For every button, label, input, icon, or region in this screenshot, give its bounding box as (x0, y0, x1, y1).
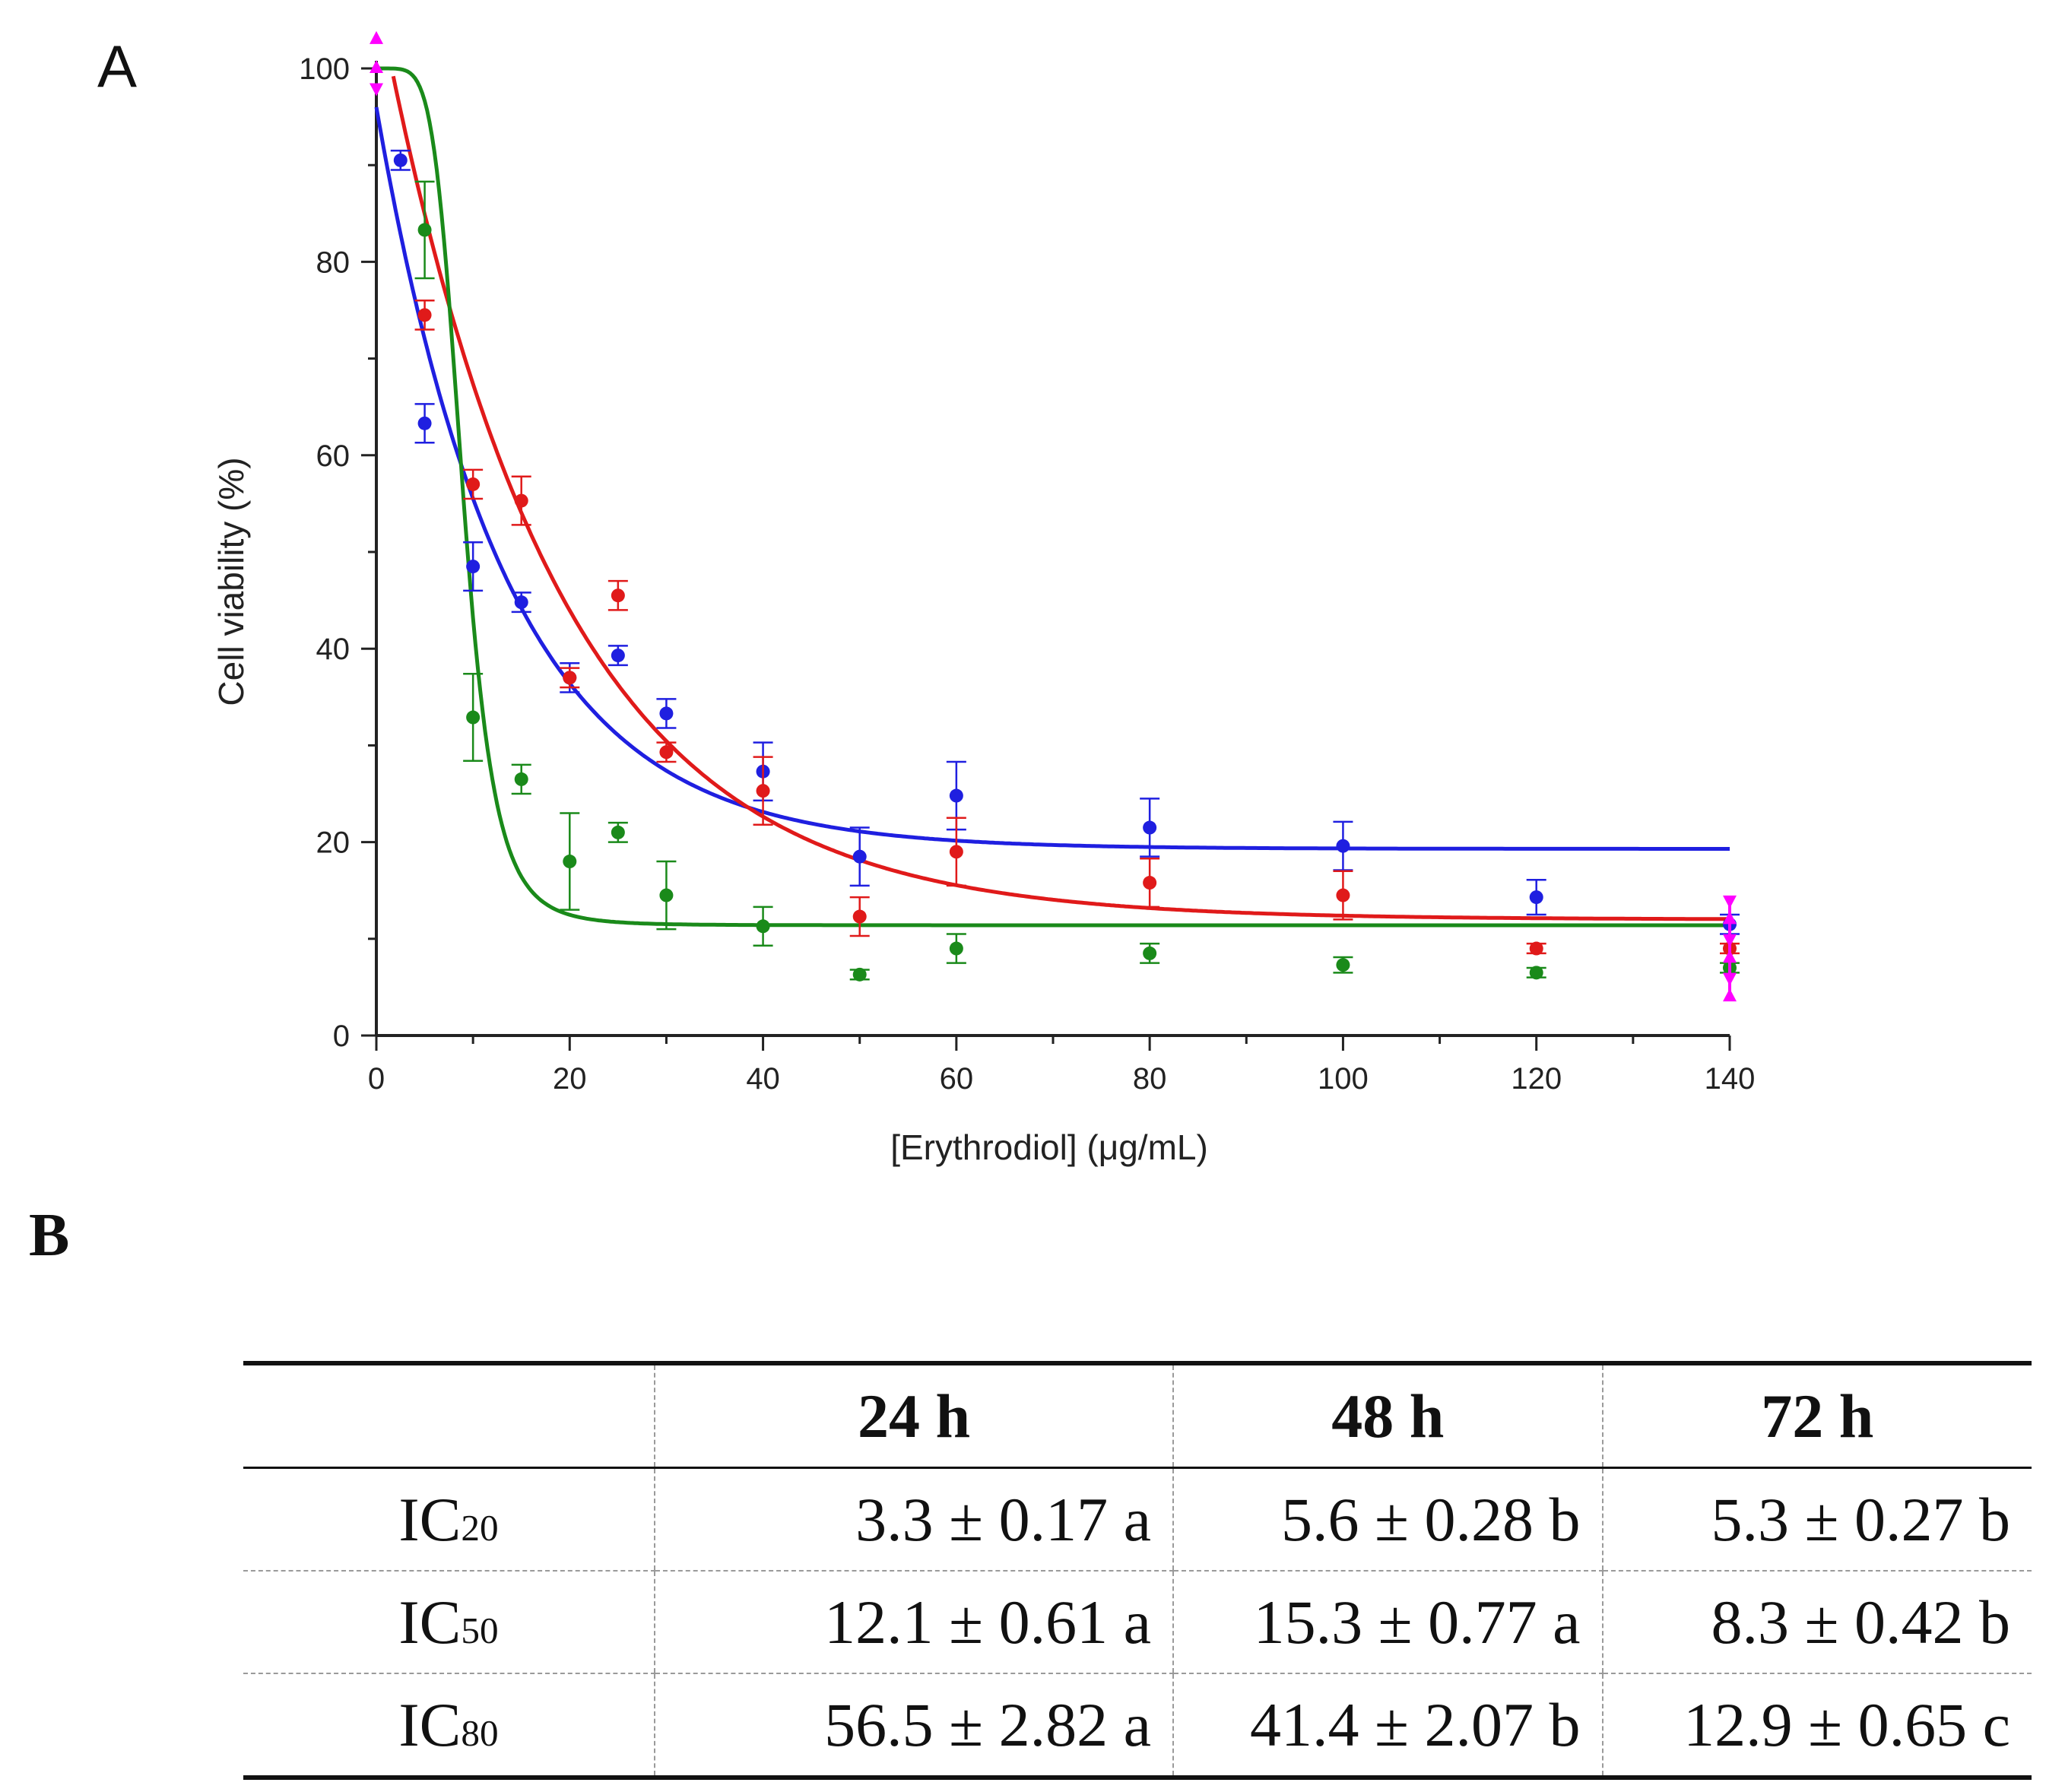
data-point (852, 849, 867, 864)
data-point (611, 588, 625, 603)
fit-curve (374, 106, 1730, 851)
table-cell: 41.4 ± 2.07 b (1172, 1673, 1603, 1780)
table-cell: 5.6 ± 0.28 b (1172, 1467, 1603, 1572)
x-tick-label: 0 (368, 1062, 385, 1096)
row-label: IC80 (243, 1673, 655, 1780)
table-cell: 12.9 ± 0.65 c (1601, 1673, 2032, 1780)
table-cell: 8.3 ± 0.42 b (1601, 1571, 2032, 1674)
y-tick-label: 0 (333, 1020, 350, 1053)
table-header-cell: 24 h (653, 1363, 1174, 1469)
data-point (514, 772, 528, 786)
fit-curves (374, 66, 1730, 928)
data-point (949, 845, 963, 859)
data-point (563, 671, 577, 685)
data-point (756, 784, 770, 798)
data-point (1336, 839, 1350, 853)
ic-label: IC (398, 1587, 462, 1657)
data-point (466, 477, 481, 491)
y-tick-label: 40 (316, 633, 351, 666)
table-cell: 5.3 ± 0.27 b (1601, 1467, 2032, 1572)
fit-curve (376, 66, 1730, 928)
data-point (466, 710, 481, 725)
data-point (659, 745, 674, 760)
panel-label-b: B (29, 1202, 70, 1269)
data-point (1143, 820, 1157, 835)
data-point (514, 493, 528, 508)
table-header-cell (243, 1363, 655, 1469)
edge-marker (370, 83, 383, 97)
y-tick-label: 80 (316, 246, 351, 279)
x-axis-title: [Erythrodiol] (μg/mL) (890, 1128, 1208, 1167)
x-tick-label: 140 (1705, 1062, 1756, 1096)
data-point (393, 153, 408, 167)
ic-subscript: 20 (461, 1506, 499, 1549)
data-point (949, 788, 963, 803)
x-tick-label: 100 (1318, 1062, 1369, 1096)
data-point (1336, 888, 1350, 902)
panel-label-a: A (97, 33, 138, 100)
x-tick-label: 80 (1133, 1062, 1167, 1096)
y-tick-label: 60 (316, 439, 351, 473)
table-header-cell: 72 h (1601, 1363, 2032, 1469)
data-point (659, 706, 674, 721)
data-point (466, 560, 481, 574)
data-point (514, 595, 528, 610)
ic-subscript: 50 (461, 1609, 499, 1651)
y-axis-title: Cell viability (%) (211, 457, 251, 706)
data-point (1143, 946, 1157, 960)
data-point (611, 825, 625, 839)
table-row: IC50 12.1 ± 0.61 a 15.3 ± 0.77 a 8.3 ± 0… (243, 1571, 2032, 1674)
row-label: IC50 (243, 1571, 655, 1674)
data-point (417, 416, 432, 430)
data-point (852, 909, 867, 924)
table-header-cell: 48 h (1172, 1363, 1603, 1469)
ic-subscript: 80 (461, 1711, 499, 1754)
ic-table: 24 h 48 h 72 h IC20 3.3 ± 0.17 a 5.6 ± 0… (243, 1361, 2032, 1780)
table-row: IC20 3.3 ± 0.17 a 5.6 ± 0.28 b 5.3 ± 0.2… (243, 1467, 2032, 1572)
data-point (756, 919, 770, 934)
data-point (417, 308, 432, 322)
table-cell: 15.3 ± 0.77 a (1172, 1571, 1603, 1674)
table-cell: 3.3 ± 0.17 a (653, 1467, 1174, 1572)
x-tick-label: 120 (1511, 1062, 1562, 1096)
data-point (1336, 958, 1350, 972)
data-point (417, 223, 432, 237)
data-point (659, 888, 674, 902)
x-tick-label: 60 (940, 1062, 974, 1096)
data-point (1529, 890, 1543, 905)
table-header-row: 24 h 48 h 72 h (243, 1363, 2032, 1469)
y-tick-label: 100 (299, 52, 350, 86)
edge-marker (370, 30, 383, 44)
data-point (1143, 876, 1157, 890)
chart-axes: 0 20 40 60 80 100 120 140 0 20 40 60 80 100 (299, 52, 1755, 1096)
table-cell: 56.5 ± 2.82 a (653, 1673, 1174, 1780)
edge-markers (370, 30, 1737, 1002)
fit-curve (391, 75, 1730, 921)
ic-label: IC (398, 1484, 462, 1554)
data-point (1529, 966, 1543, 980)
ic-label: IC (398, 1689, 462, 1759)
table-row: IC80 56.5 ± 2.82 a 41.4 ± 2.07 b 12.9 ± … (243, 1673, 2032, 1780)
data-point (949, 941, 963, 956)
data-points (390, 149, 1740, 982)
data-point (852, 967, 867, 982)
table-cell: 12.1 ± 0.61 a (653, 1571, 1174, 1674)
data-point (1529, 941, 1543, 956)
y-tick-label: 20 (316, 826, 351, 860)
row-label: IC20 (243, 1467, 655, 1572)
x-tick-label: 20 (553, 1062, 587, 1096)
x-tick-label: 40 (746, 1062, 780, 1096)
edge-marker (370, 60, 383, 73)
data-point (611, 649, 625, 663)
data-point (563, 855, 577, 869)
viability-chart: 0 20 40 60 80 100 120 140 0 20 40 60 80 100 [Erythrod… (211, 30, 1755, 1167)
